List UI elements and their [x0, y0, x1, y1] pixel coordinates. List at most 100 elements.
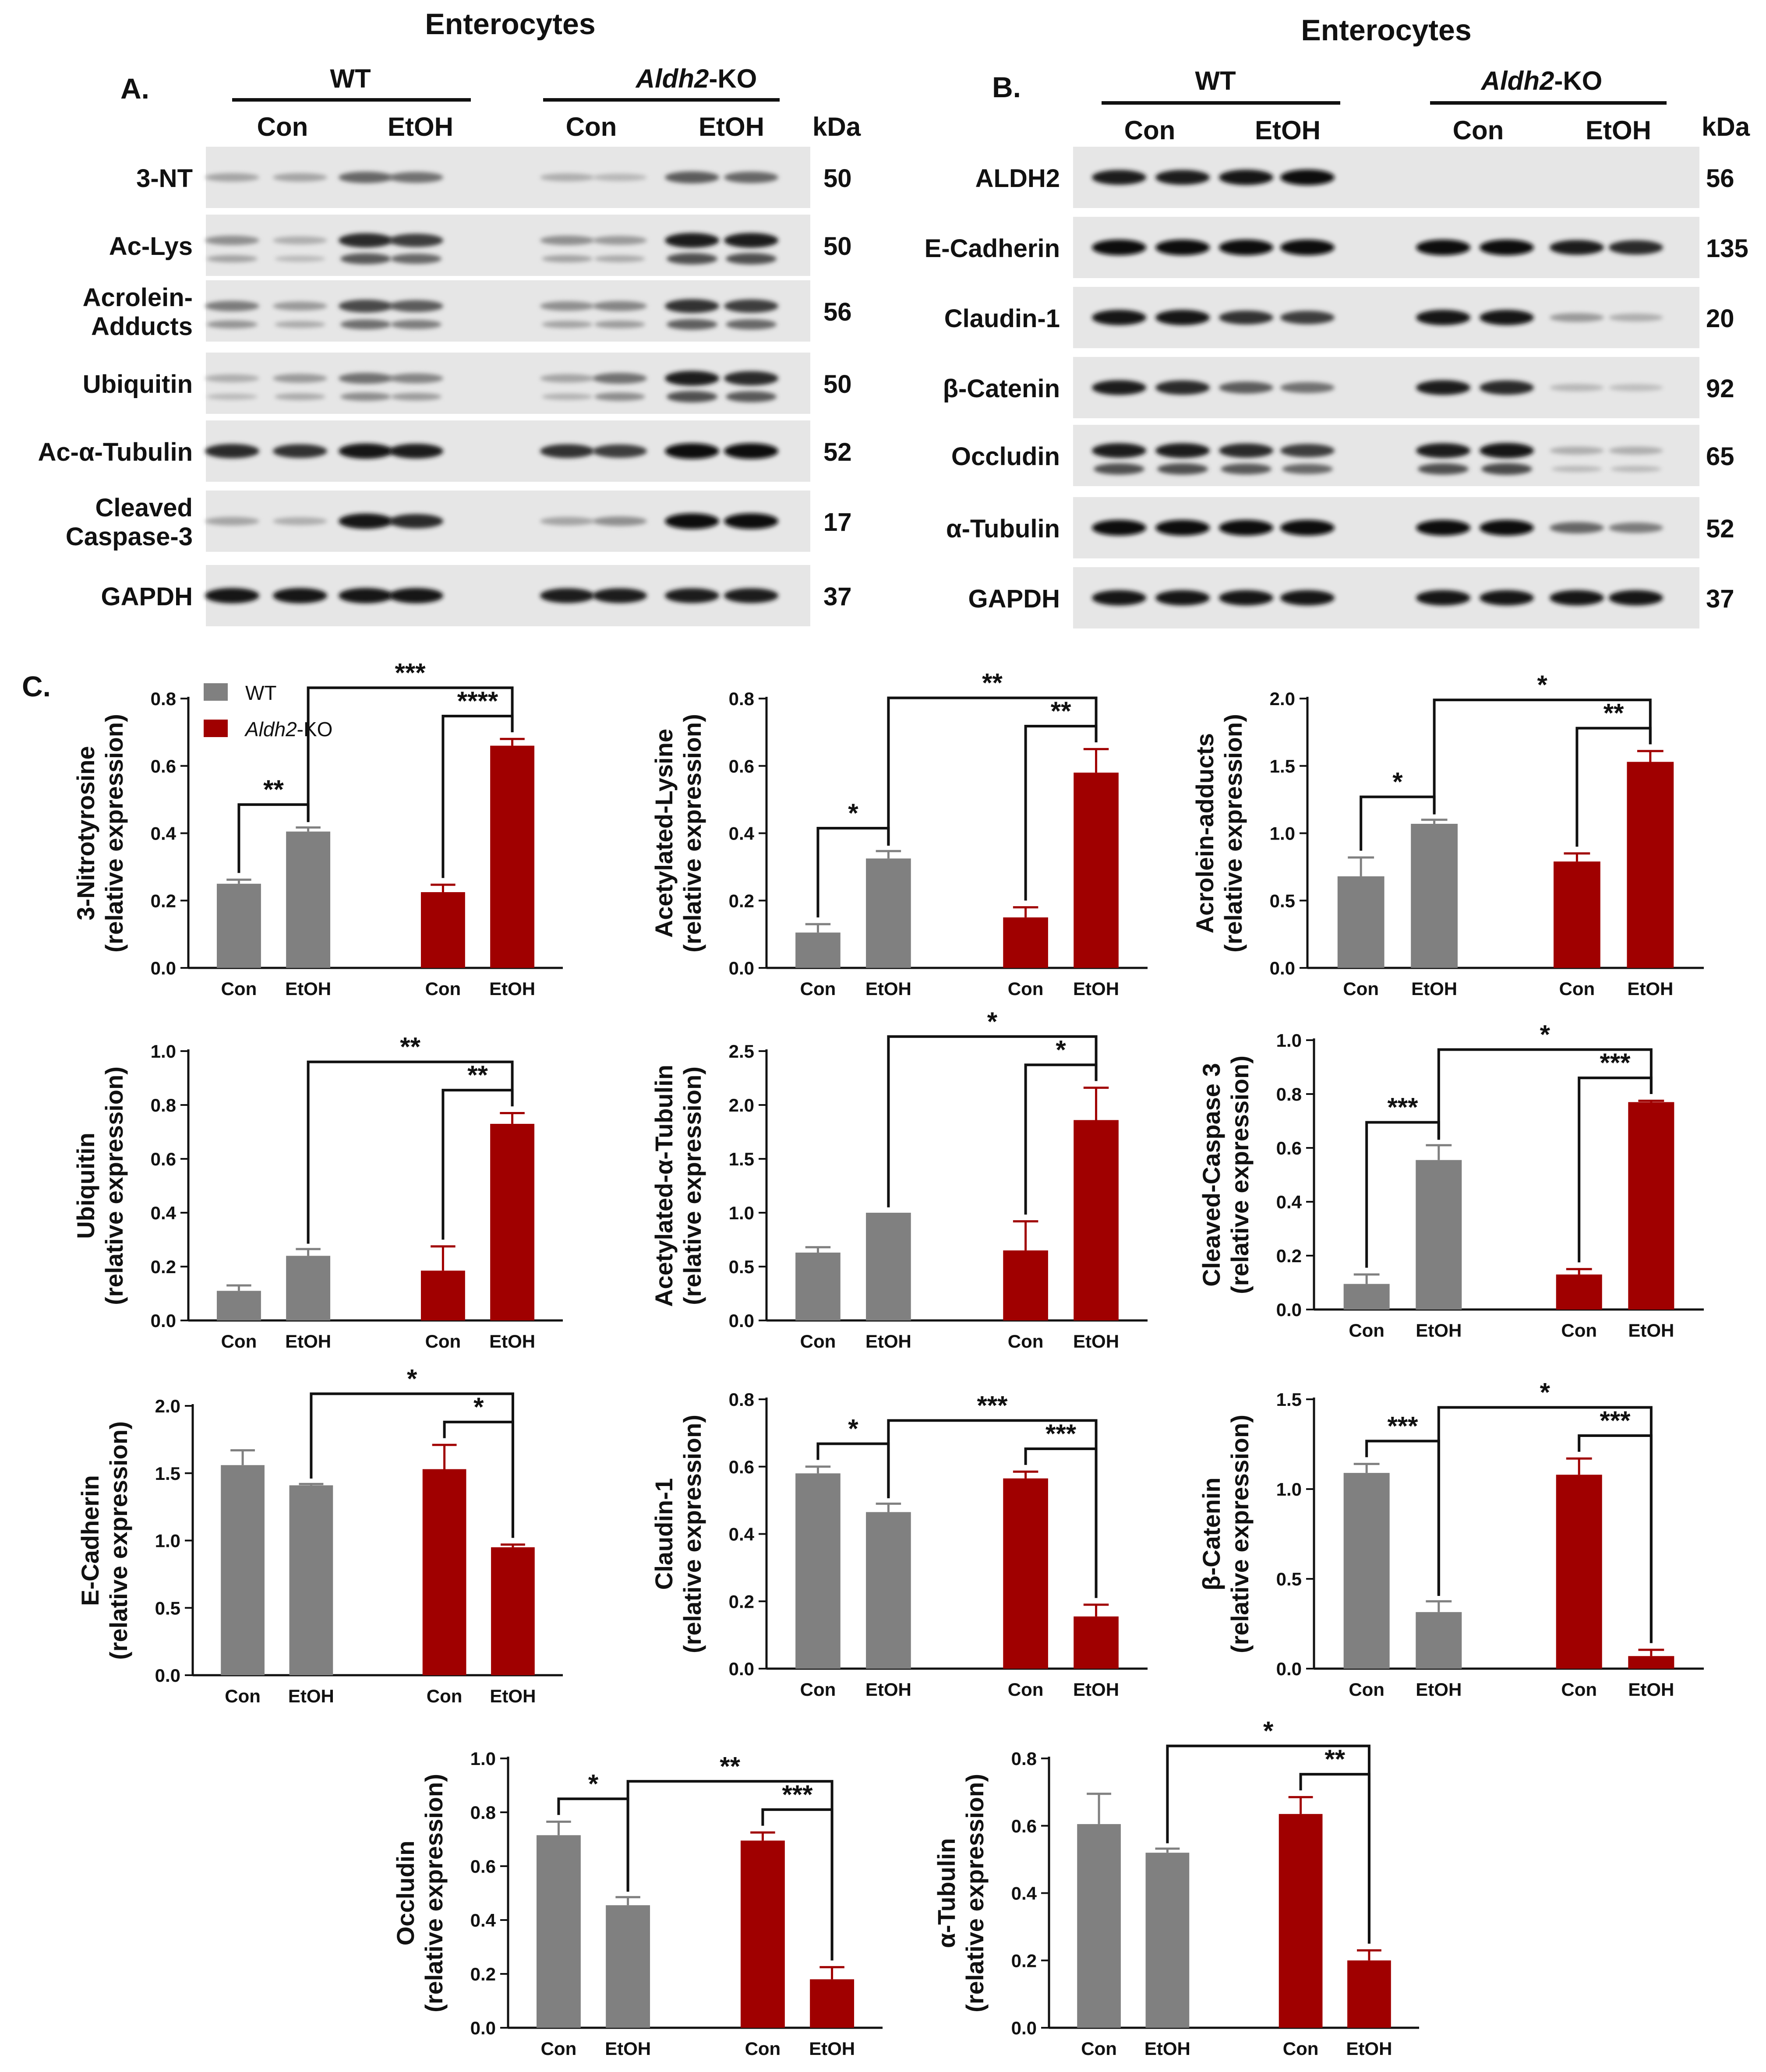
y-tick-label: 0.2 [1276, 1246, 1302, 1266]
panel-b-con-wt: Con [1124, 116, 1176, 145]
y-tick-label: 0.4 [1011, 1883, 1037, 1904]
x-tick-label: EtOH [1627, 978, 1673, 999]
bar [866, 1512, 911, 1669]
blot-label: GAPDH [968, 585, 1060, 613]
y-axis-title: Cleaved-Caspase 3 [1197, 1063, 1225, 1287]
x-tick-label: Con [427, 1686, 463, 1706]
blot-band [1092, 310, 1146, 325]
blot-band [542, 255, 593, 263]
blot-band [389, 373, 443, 384]
significance-label: *** [977, 1391, 1008, 1420]
significance-label: * [407, 1364, 417, 1393]
y-tick-label: 0.6 [729, 1457, 754, 1477]
significance-label: * [848, 798, 858, 828]
y-tick-label: 0.0 [1276, 1659, 1302, 1679]
blot-row: Occludin 65 [951, 425, 1734, 486]
panel-b-blots: ALDH2 56 E-Cadherin 135 Claudin-1 20 β-Catenin… [925, 147, 1748, 628]
bar [810, 1979, 855, 2028]
x-tick-label: Con [800, 1331, 836, 1352]
blot-kda: 135 [1706, 234, 1748, 263]
blot-band [339, 233, 393, 248]
blot-label: Adducts [91, 312, 193, 341]
chart-6: 0.0 0.2 0.4 0.6 0.8 1.0 Cleaved-Caspase 3 (rela… [1197, 1020, 1704, 1341]
y-tick-label: 0.8 [1276, 1084, 1302, 1105]
significance-label: ** [263, 775, 284, 804]
y-tick-label: 0.0 [470, 2018, 496, 2038]
blot-band [724, 299, 778, 313]
blot-kda: 56 [823, 298, 852, 326]
blot-band [273, 301, 327, 311]
blot-band [339, 588, 393, 604]
blot-band [205, 588, 259, 604]
blot-band [339, 443, 393, 459]
x-tick-label: Con [1008, 1679, 1044, 1700]
panel-a-etoh-ko: EtOH [699, 112, 764, 141]
blot-kda: 20 [1706, 304, 1734, 333]
blot-band [1280, 240, 1335, 255]
significance-label: ** [1051, 696, 1071, 726]
blot-band [540, 588, 594, 603]
blot-label: Caspase-3 [66, 522, 193, 551]
blot-kda: 52 [1706, 515, 1734, 543]
panel-a-con-ko: Con [566, 112, 617, 141]
blot-band [1550, 590, 1604, 606]
chart-4: 0.0 0.2 0.4 0.6 0.8 1.0 Ubiquitin (relative exp… [72, 1032, 563, 1352]
bar [221, 1465, 265, 1675]
y-tick-label: 1.5 [1270, 756, 1295, 777]
blot-band [540, 173, 594, 182]
y-tick-label: 1.0 [1276, 1479, 1302, 1500]
blot-band [724, 233, 778, 248]
y-tick-label: 2.0 [1270, 688, 1295, 709]
significance-bracket [887, 1035, 1098, 1207]
significance-label: * [1263, 1716, 1274, 1746]
blot-band [339, 300, 393, 313]
y-tick-label: 0.0 [151, 1310, 176, 1331]
blot-band [726, 253, 777, 265]
y-tick-label: 0.0 [1011, 2018, 1037, 2038]
significance-bracket [307, 1060, 514, 1244]
significance-label: ** [982, 668, 1003, 697]
blot-band [1155, 170, 1210, 185]
blot-band [1550, 313, 1604, 322]
blot-band [1416, 590, 1470, 606]
panel-b-con-ko: Con [1453, 116, 1504, 145]
blot-band [1480, 443, 1534, 459]
x-tick-label: EtOH [1073, 978, 1119, 999]
blot-band [1092, 520, 1146, 536]
chart-2: 0.0 0.2 0.4 0.6 0.8 Acetylated-Lysine (relativ… [650, 668, 1148, 999]
y-tick-label: 0.8 [151, 688, 176, 709]
blot-band [1550, 384, 1604, 392]
blot-kda: 50 [823, 164, 852, 193]
bar [1556, 1475, 1602, 1669]
blot-band [1611, 466, 1661, 472]
legend-wt-label: WT [245, 681, 277, 704]
blot-band [205, 300, 259, 311]
x-tick-label: Con [1559, 978, 1595, 999]
bar [536, 1835, 581, 2028]
blot-band [540, 374, 594, 383]
blot-band [273, 517, 327, 526]
blot-band [665, 171, 719, 184]
blot-band [273, 444, 327, 458]
blot-band [1155, 380, 1210, 395]
blot-band [1092, 380, 1146, 395]
blot-band [593, 444, 647, 458]
blot-band [1219, 381, 1273, 394]
significance-label: *** [395, 658, 426, 687]
x-tick-label: EtOH [1073, 1331, 1119, 1352]
blot-band [389, 300, 443, 312]
blot-band [1219, 240, 1273, 255]
blot-band [665, 588, 719, 603]
x-tick-label: EtOH [1628, 1320, 1674, 1341]
significance-label: ** [1324, 1744, 1345, 1774]
blot-band [273, 236, 327, 244]
y-tick-label: 0.4 [1276, 1192, 1302, 1212]
blot-band [1282, 464, 1333, 474]
blot-kda: 50 [823, 370, 852, 399]
blot-label: GAPDH [101, 582, 193, 611]
bar [1556, 1274, 1602, 1310]
blot-label: 3-NT [136, 164, 193, 193]
blot-band [724, 443, 778, 459]
blot-band [1094, 463, 1144, 475]
